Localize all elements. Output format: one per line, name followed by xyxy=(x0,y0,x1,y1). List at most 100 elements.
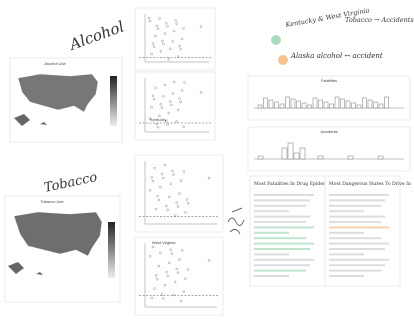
color-legend xyxy=(108,222,115,278)
map-panel: Tobacco Use xyxy=(4,195,121,303)
hist-bar xyxy=(287,142,294,160)
text-line xyxy=(329,199,385,202)
dot xyxy=(159,103,163,106)
hist-bar xyxy=(263,97,268,109)
dot xyxy=(159,50,163,53)
dot xyxy=(151,179,155,183)
dot xyxy=(169,47,172,51)
text-line xyxy=(254,231,289,234)
dot xyxy=(151,245,155,249)
scribble xyxy=(227,207,245,235)
dot xyxy=(160,293,164,296)
hist-bar xyxy=(367,99,373,109)
dot xyxy=(176,108,180,112)
dot xyxy=(181,249,184,252)
dot xyxy=(163,163,167,167)
map-title: Alcohol Use xyxy=(44,61,66,66)
hist-bar xyxy=(340,98,345,109)
panel xyxy=(134,236,224,316)
dot xyxy=(151,94,155,98)
text-line xyxy=(329,221,381,223)
dot xyxy=(162,176,165,180)
text-line xyxy=(329,226,389,229)
text-line xyxy=(329,242,389,245)
dot xyxy=(169,248,172,251)
text-line xyxy=(329,253,364,256)
dot xyxy=(163,284,167,287)
hist-bar xyxy=(356,104,362,109)
panel xyxy=(134,7,216,71)
text-line xyxy=(329,248,385,250)
dot xyxy=(176,271,180,274)
dot xyxy=(154,35,157,38)
dot xyxy=(151,42,155,45)
dot xyxy=(178,258,181,261)
dot xyxy=(150,106,153,109)
dot xyxy=(156,195,159,198)
hist-bar xyxy=(351,102,356,109)
dot xyxy=(150,52,153,56)
histogram-title: Fatalities xyxy=(321,78,337,83)
dot xyxy=(176,55,180,58)
dot xyxy=(178,97,181,100)
hist-bar xyxy=(257,155,264,160)
dot xyxy=(179,179,183,182)
dot xyxy=(184,277,187,280)
histogram-title: Accidents xyxy=(320,129,337,134)
histogram-group: Fatalities Accidents xyxy=(247,75,411,172)
dot xyxy=(166,208,169,211)
us-map xyxy=(13,211,103,257)
text-line xyxy=(254,215,310,218)
dot xyxy=(199,25,203,28)
dot xyxy=(166,123,169,126)
dot xyxy=(154,207,158,211)
dot xyxy=(184,211,187,214)
dot xyxy=(167,195,171,199)
text-line xyxy=(329,269,381,272)
dot xyxy=(182,125,185,128)
hist-bar xyxy=(377,155,384,160)
dot xyxy=(207,176,211,180)
text-line xyxy=(254,226,314,229)
dot xyxy=(170,103,173,107)
dot xyxy=(179,100,182,104)
hist-bar xyxy=(345,100,351,109)
dot xyxy=(155,24,159,28)
hist-bar xyxy=(290,98,296,109)
scatter-group xyxy=(134,7,224,316)
dot xyxy=(172,293,175,297)
dot xyxy=(167,58,171,61)
dot xyxy=(182,27,185,30)
dot xyxy=(159,185,162,189)
dot xyxy=(165,22,168,25)
text-line xyxy=(254,194,314,196)
dot xyxy=(160,106,164,109)
dot xyxy=(153,167,156,170)
dot xyxy=(167,111,171,115)
text-line xyxy=(254,242,314,245)
us-map-insets xyxy=(14,114,47,126)
text-line xyxy=(329,275,364,277)
text-line xyxy=(329,264,385,267)
dot xyxy=(157,264,161,268)
dot xyxy=(175,267,178,271)
dot xyxy=(155,122,159,126)
dot xyxy=(169,100,172,103)
dot xyxy=(170,252,174,255)
dot xyxy=(165,270,168,274)
hist-bar xyxy=(281,147,288,160)
hist-bar xyxy=(312,97,318,109)
panel xyxy=(324,175,401,287)
text-line xyxy=(329,231,364,234)
dot xyxy=(163,32,167,35)
dot xyxy=(167,261,171,265)
panel xyxy=(247,126,411,172)
dot xyxy=(154,274,158,277)
dot xyxy=(182,170,186,173)
text-line xyxy=(254,248,310,250)
text-line xyxy=(254,269,306,272)
dot xyxy=(152,45,156,48)
dot xyxy=(161,39,164,43)
